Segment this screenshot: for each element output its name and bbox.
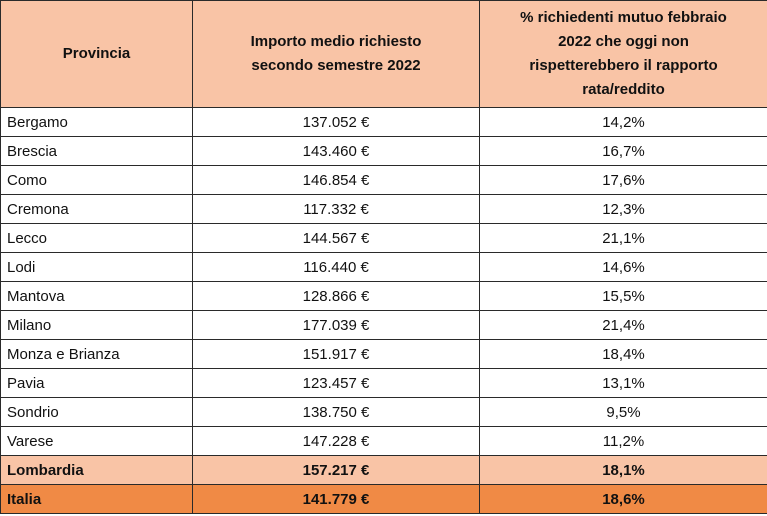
provincia-cell: Pavia xyxy=(0,368,193,398)
provincia-cell: Monza e Brianza xyxy=(0,339,193,369)
importo-cell: 144.567 € xyxy=(192,223,480,253)
header-row: Provincia Importo medio richiesto second… xyxy=(0,0,767,108)
provincia-cell: Cremona xyxy=(0,194,193,224)
importo-cell: 137.052 € xyxy=(192,107,480,137)
table-row: Pavia 123.457 € 13,1% xyxy=(0,368,767,398)
provincia-cell: Lombardia xyxy=(0,455,193,485)
provincia-cell: Como xyxy=(0,165,193,195)
provincia-cell: Mantova xyxy=(0,281,193,311)
percentuale-cell: 11,2% xyxy=(479,426,767,456)
importo-cell: 151.917 € xyxy=(192,339,480,369)
header-provincia: Provincia xyxy=(0,0,193,108)
importo-cell: 138.750 € xyxy=(192,397,480,427)
importo-cell: 123.457 € xyxy=(192,368,480,398)
percentuale-cell: 17,6% xyxy=(479,165,767,195)
importo-cell: 128.866 € xyxy=(192,281,480,311)
table-row: Bergamo 137.052 € 14,2% xyxy=(0,107,767,137)
table-row: Brescia 143.460 € 16,7% xyxy=(0,136,767,166)
regional-total-row: Lombardia 157.217 € 18,1% xyxy=(0,455,767,485)
percentuale-cell: 18,1% xyxy=(479,455,767,485)
percentuale-cell: 16,7% xyxy=(479,136,767,166)
percentuale-cell: 21,4% xyxy=(479,310,767,340)
table-row: Monza e Brianza 151.917 € 18,4% xyxy=(0,339,767,369)
table-row: Lodi 116.440 € 14,6% xyxy=(0,252,767,282)
percentuale-cell: 14,2% xyxy=(479,107,767,137)
provincia-cell: Bergamo xyxy=(0,107,193,137)
importo-cell: 147.228 € xyxy=(192,426,480,456)
importo-cell: 177.039 € xyxy=(192,310,480,340)
importo-cell: 116.440 € xyxy=(192,252,480,282)
table-row: Mantova 128.866 € 15,5% xyxy=(0,281,767,311)
table-row: Milano 177.039 € 21,4% xyxy=(0,310,767,340)
provincia-cell: Lecco xyxy=(0,223,193,253)
percentuale-cell: 21,1% xyxy=(479,223,767,253)
importo-cell: 157.217 € xyxy=(192,455,480,485)
percentuale-cell: 12,3% xyxy=(479,194,767,224)
table-row: Cremona 117.332 € 12,3% xyxy=(0,194,767,224)
provincia-cell: Milano xyxy=(0,310,193,340)
percentuale-cell: 13,1% xyxy=(479,368,767,398)
percentuale-cell: 18,6% xyxy=(479,484,767,514)
header-percentuale: % richiedenti mutuo febbraio 2022 che og… xyxy=(479,0,767,108)
table-row: Sondrio 138.750 € 9,5% xyxy=(0,397,767,427)
importo-cell: 146.854 € xyxy=(192,165,480,195)
provincia-cell: Varese xyxy=(0,426,193,456)
national-total-row: Italia 141.779 € 18,6% xyxy=(0,484,767,514)
importo-cell: 117.332 € xyxy=(192,194,480,224)
table-row: Lecco 144.567 € 21,1% xyxy=(0,223,767,253)
percentuale-cell: 18,4% xyxy=(479,339,767,369)
percentuale-cell: 15,5% xyxy=(479,281,767,311)
percentuale-cell: 14,6% xyxy=(479,252,767,282)
provincia-cell: Brescia xyxy=(0,136,193,166)
importo-cell: 141.779 € xyxy=(192,484,480,514)
importo-cell: 143.460 € xyxy=(192,136,480,166)
header-importo: Importo medio richiesto secondo semestre… xyxy=(192,0,480,108)
provincia-cell: Italia xyxy=(0,484,193,514)
percentuale-cell: 9,5% xyxy=(479,397,767,427)
table-row: Como 146.854 € 17,6% xyxy=(0,165,767,195)
provincia-cell: Lodi xyxy=(0,252,193,282)
provincia-cell: Sondrio xyxy=(0,397,193,427)
table-row: Varese 147.228 € 11,2% xyxy=(0,426,767,456)
